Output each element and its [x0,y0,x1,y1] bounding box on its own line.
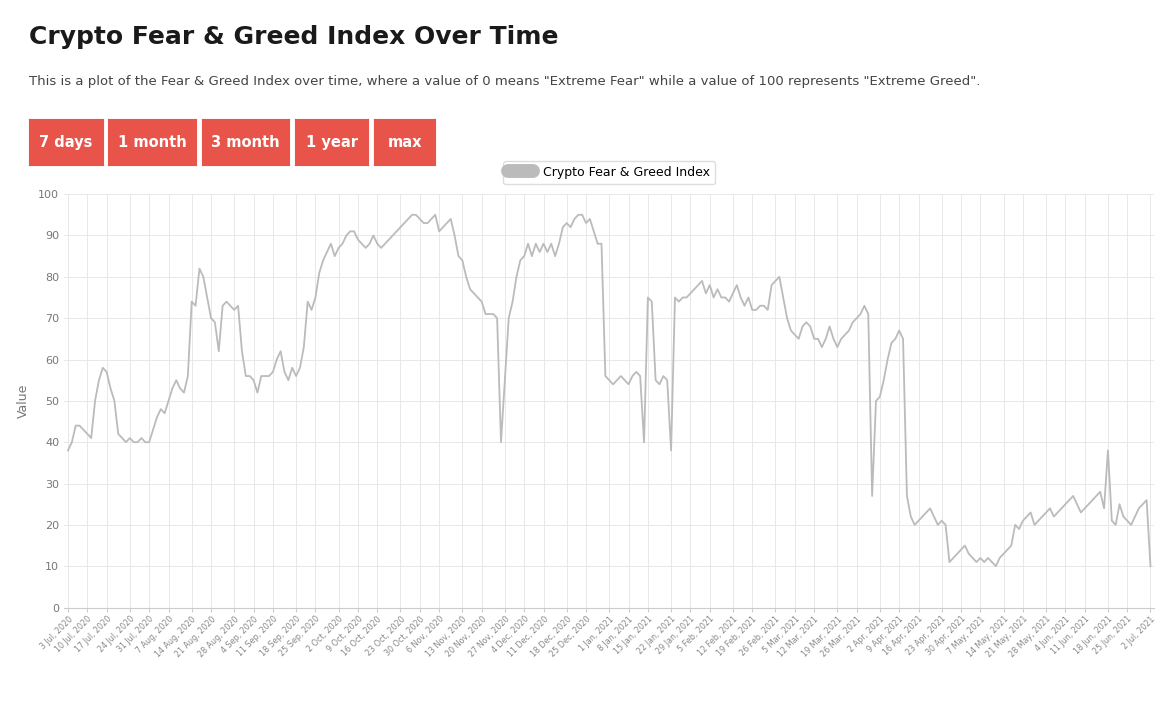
Text: 3 month: 3 month [211,134,280,150]
Text: Crypto Fear & Greed Index Over Time: Crypto Fear & Greed Index Over Time [29,25,559,49]
Text: 1 month: 1 month [118,134,187,150]
Legend: Crypto Fear & Greed Index: Crypto Fear & Greed Index [504,161,715,184]
Text: This is a plot of the Fear & Greed Index over time, where a value of 0 means "Ex: This is a plot of the Fear & Greed Index… [29,75,981,88]
Text: 7 days: 7 days [40,134,92,150]
Text: 1 year: 1 year [305,134,358,150]
Y-axis label: Value: Value [17,384,30,418]
Text: max: max [387,134,422,150]
